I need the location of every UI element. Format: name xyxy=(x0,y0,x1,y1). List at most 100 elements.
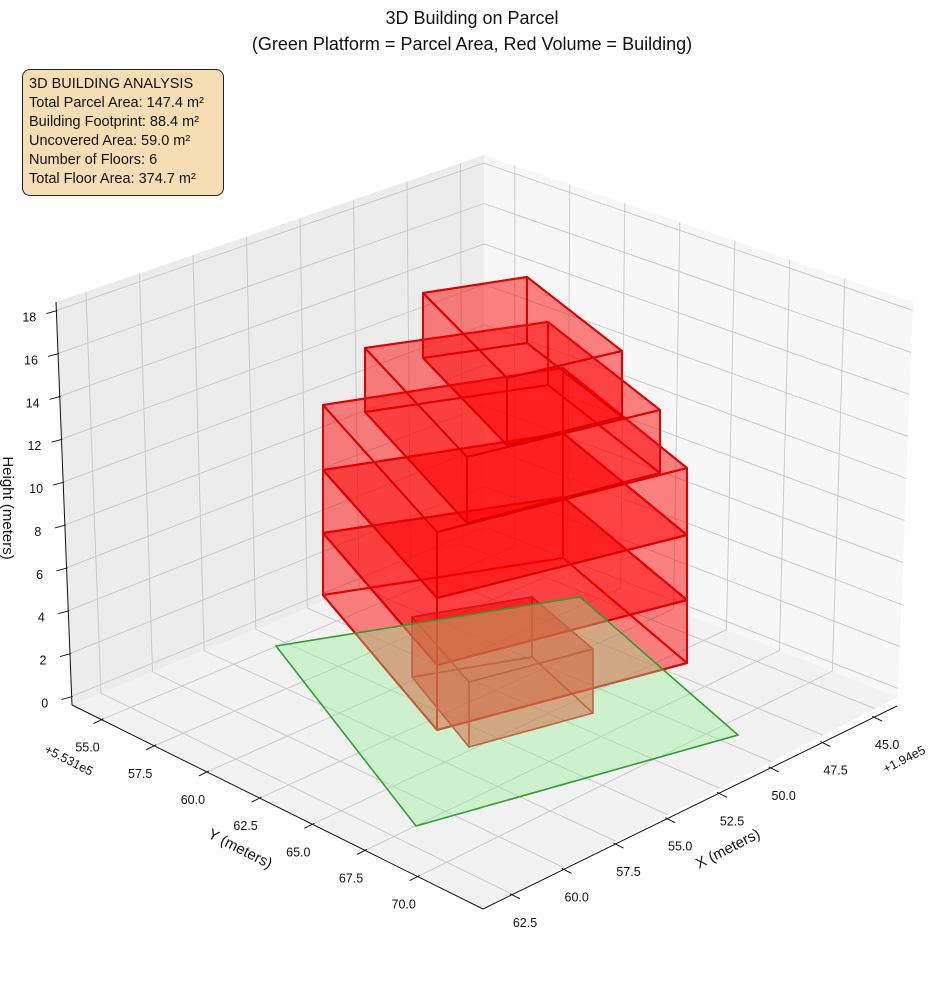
x-tick xyxy=(509,893,521,900)
z-axis-label: Height (meters) xyxy=(0,456,16,559)
box-side-face xyxy=(411,616,470,748)
left-wall-gridline-z xyxy=(59,243,485,397)
floor-gridline-y xyxy=(364,650,780,851)
left-wall-gridline-z xyxy=(66,405,485,569)
x-tick xyxy=(820,741,831,747)
right-wall-gridline-z xyxy=(484,526,899,690)
z-tick-label: 2 xyxy=(40,654,47,668)
axes: 45.0 47.5 50.0 52.5 55.0 57.5 60.0 62.5 55.0 57.5… xyxy=(22,301,899,930)
wall-gridline-x xyxy=(139,273,153,672)
floor-gridline-x xyxy=(358,586,772,763)
z-tick-label: 16 xyxy=(24,353,38,367)
right-wall-gridline-z xyxy=(484,486,901,647)
x-tick-label: 55.0 xyxy=(668,840,692,854)
x-tick xyxy=(716,791,728,798)
grid-lines xyxy=(56,162,913,895)
y-tick-label: 57.5 xyxy=(128,767,152,781)
right-wall-gridline-z xyxy=(483,203,912,353)
z-tick-label: 12 xyxy=(27,439,41,453)
chart-title: 3D Building on Parcel xyxy=(385,8,558,28)
wall-gridline-x xyxy=(299,218,308,609)
right-wall-gridline-z xyxy=(484,445,902,605)
parcel-platform xyxy=(274,596,740,827)
z-tick-label: 8 xyxy=(34,525,41,539)
right-wall-pane xyxy=(484,155,913,697)
wall-gridline-y xyxy=(778,259,791,651)
right-wall-gridline-z xyxy=(484,405,904,563)
floor-box-6 xyxy=(422,276,623,446)
parcel-polygon xyxy=(274,596,740,827)
wall-gridline-x xyxy=(460,163,463,545)
y-tick xyxy=(251,796,262,803)
floor-gridline-x xyxy=(462,543,876,710)
x-tick xyxy=(768,766,779,773)
wall-gridline-y xyxy=(725,240,736,630)
wall-gridline-x xyxy=(353,199,360,587)
info-line-floors: Number of Floors: 6 xyxy=(29,152,158,168)
floor-box-4 xyxy=(322,367,688,599)
x-axis-line xyxy=(482,705,898,910)
left-wall-gridline-z xyxy=(61,283,485,440)
wall-gridline-y xyxy=(831,278,846,672)
info-line-uncovered: Uncovered Area: 59.0 m² xyxy=(29,133,191,149)
info-line-footprint: Building Footprint: 88.4 m² xyxy=(29,114,200,130)
z-axis-line xyxy=(55,301,73,706)
floor-gridline-x xyxy=(410,565,824,736)
x-tick-label: 47.5 xyxy=(823,764,847,778)
wall-gridline-x xyxy=(85,291,102,694)
y-tick xyxy=(145,744,157,751)
x-tick-label: 52.5 xyxy=(720,814,744,828)
x-axis-label: X (meters) xyxy=(693,826,763,873)
y-tick-label: 67.5 xyxy=(339,871,363,885)
floor-gridline-x xyxy=(203,650,616,842)
z-tick xyxy=(59,653,72,658)
x-tick xyxy=(665,817,676,824)
floor-gridline-y xyxy=(154,566,568,747)
z-tick xyxy=(49,395,61,400)
wall-gridline-x xyxy=(192,254,205,651)
z-tick xyxy=(53,481,65,486)
x-tick-label: 57.5 xyxy=(616,865,640,879)
z-tick-label: 6 xyxy=(36,568,43,582)
x-tick xyxy=(561,867,572,874)
right-wall-gridline-z xyxy=(484,324,907,479)
y-tick xyxy=(93,718,104,725)
y-tick xyxy=(356,848,368,855)
z-tick-label: 0 xyxy=(41,696,48,710)
y-tick xyxy=(409,875,420,882)
info-line-parcel-area: Total Parcel Area: 147.4 m² xyxy=(29,95,204,111)
x-tick xyxy=(872,715,883,722)
x-tick-label: 45.0 xyxy=(875,738,899,752)
y-tick xyxy=(198,770,210,777)
z-tick xyxy=(58,610,70,615)
z-tick-label: 10 xyxy=(29,482,43,496)
floor-box-1 xyxy=(411,596,594,748)
floor-gridline-y xyxy=(259,608,674,799)
floor-gridline-x xyxy=(100,692,513,895)
box-side-face xyxy=(422,292,508,446)
axes-panes xyxy=(56,155,913,909)
wall-gridline-y xyxy=(673,222,681,609)
floor-gridline-y xyxy=(417,670,833,877)
floor-gridline-x xyxy=(152,671,565,869)
floor-gridline-y xyxy=(312,629,727,825)
building-volume xyxy=(322,276,688,748)
y-tick-label: 60.0 xyxy=(181,793,205,807)
y-tick-label: 62.5 xyxy=(233,819,257,833)
y-tick-label: 55.0 xyxy=(75,741,99,755)
z-tick xyxy=(51,438,63,443)
floor-gridline-x xyxy=(255,628,668,816)
left-wall-gridline-z xyxy=(68,445,485,612)
y-tick-label: 65.0 xyxy=(286,845,310,859)
box-side-face xyxy=(322,404,438,599)
left-wall-pane xyxy=(56,155,485,705)
y-tick-label: 70.0 xyxy=(392,898,416,912)
left-wall-gridline-z xyxy=(56,162,485,311)
z-tick-label: 4 xyxy=(38,611,45,625)
info-line-floor-area: Total Floor Area: 374.7 m² xyxy=(29,171,196,187)
wall-gridline-x xyxy=(246,236,257,630)
z-tick xyxy=(56,567,68,572)
x-tick-label: 62.5 xyxy=(513,916,537,930)
left-wall-gridline-z xyxy=(69,486,486,654)
